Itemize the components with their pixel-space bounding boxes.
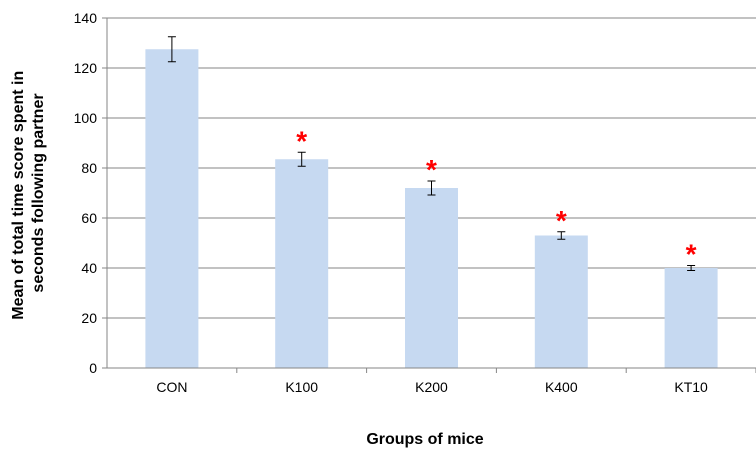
error-bars (167, 36, 696, 271)
significance-marker-k200: * (426, 154, 437, 185)
x-tick-labels: CON K100 K200 K400 KT10 (156, 379, 708, 395)
x-tick-label-k400: K400 (545, 379, 578, 395)
y-axis-title: Mean of total time score spent in second… (10, 66, 47, 319)
bar-kt10 (664, 268, 718, 368)
x-tick-label-k200: K200 (415, 379, 448, 395)
significance-marker-k100: * (296, 125, 307, 156)
y-tick-label: 140 (74, 10, 98, 26)
y-tick-label: 0 (89, 360, 97, 376)
y-tick-label: 20 (81, 310, 97, 326)
y-tick-label: 100 (74, 110, 98, 126)
bar-k200 (405, 188, 458, 368)
x-tick-label-con: CON (156, 379, 187, 395)
bars (145, 49, 718, 368)
y-axis-title-line-1: Mean of total time score spent in (10, 71, 27, 320)
y-tick-label: 40 (81, 260, 97, 276)
y-tick-label: 80 (81, 160, 97, 176)
bar-k100 (275, 159, 329, 368)
bar-k400 (534, 235, 588, 368)
significance-marker-k400: * (556, 205, 567, 236)
x-axis-title: Groups of mice (366, 431, 483, 448)
significance-marker-kt10: * (686, 239, 697, 270)
significance-markers: * * * * (296, 125, 696, 269)
y-tick-label: 120 (74, 60, 98, 76)
x-tick-label-k100: K100 (285, 379, 318, 395)
x-tick-label-kt10: KT10 (674, 379, 708, 395)
y-tick-labels: 0 20 40 60 80 100 120 140 (74, 10, 98, 376)
y-tick-label: 60 (81, 210, 97, 226)
bar-con (145, 49, 199, 368)
y-axis-title-line-2: seconds following partner (30, 93, 47, 292)
axes (102, 17, 756, 373)
